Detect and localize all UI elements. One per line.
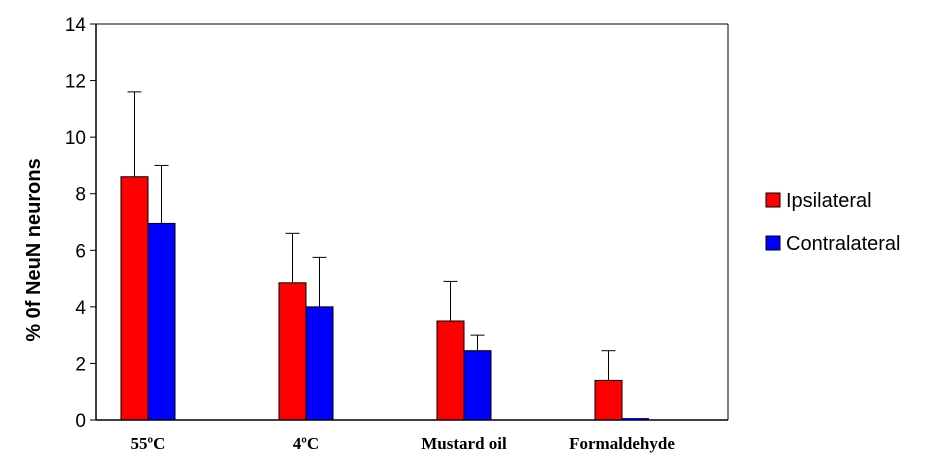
legend-label-ipsilateral: Ipsilateral: [786, 190, 872, 212]
bar-contralateral: [305, 306, 334, 421]
x-category-label: 55ºC: [131, 434, 166, 453]
bar-contralateral: [147, 222, 176, 421]
bar-ipsilateral: [594, 379, 623, 421]
legend-swatch-ipsilateral: [765, 192, 781, 208]
legend-swatch-contralateral: [765, 235, 781, 251]
axes: [95, 23, 729, 421]
x-category-label: Formaldehyde: [569, 434, 675, 453]
y-tick-label: 10: [65, 128, 86, 149]
bar-ipsilateral: [278, 282, 307, 421]
y-axis-ticks: 0 2 4 6 8 10 12 14: [65, 15, 96, 432]
y-tick-label: 6: [75, 241, 86, 262]
y-tick-label: 12: [65, 72, 86, 93]
x-category-label: 4ºC: [293, 434, 319, 453]
y-axis-label: % 0f NeuN neurons: [23, 158, 45, 341]
bars: [120, 176, 649, 421]
error-bars: [127, 91, 616, 381]
y-tick-label: 4: [75, 298, 86, 319]
bar-contralateral: [463, 350, 492, 421]
x-axis-categories: 55ºC 4ºC Mustard oil Formaldehyde: [131, 434, 676, 453]
y-tick-label: 2: [75, 354, 86, 375]
y-tick-label: 0: [75, 411, 86, 432]
bar-ipsilateral: [436, 320, 465, 421]
bar-ipsilateral: [120, 176, 149, 421]
y-tick-label: 14: [65, 15, 87, 36]
legend: Ipsilateral Contralateral: [765, 190, 901, 255]
y-tick-label: 8: [75, 185, 86, 206]
x-category-label: Mustard oil: [421, 434, 507, 453]
legend-label-contralateral: Contralateral: [786, 233, 901, 255]
